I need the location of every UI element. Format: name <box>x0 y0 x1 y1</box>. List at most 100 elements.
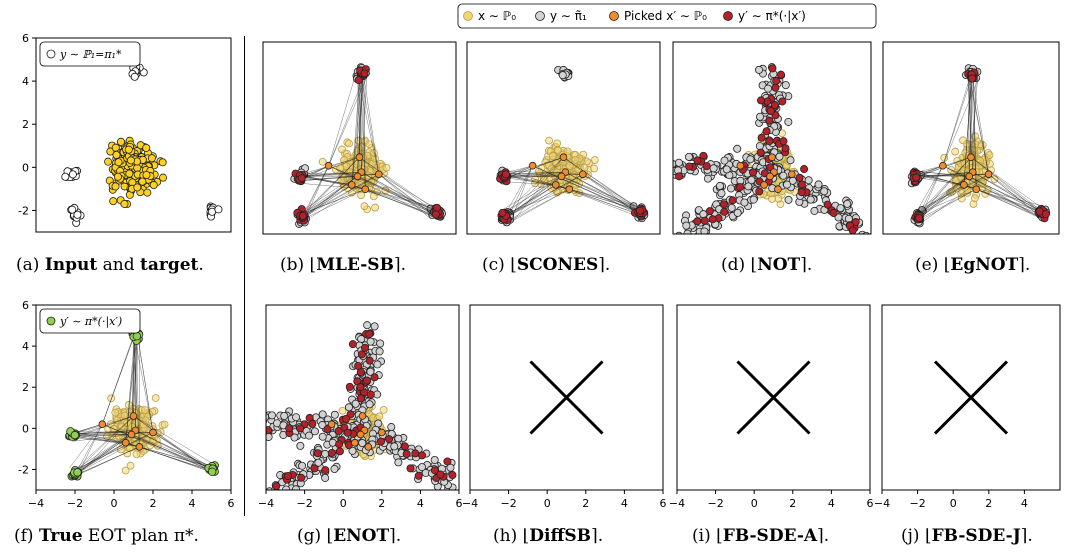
generated-point <box>274 492 281 499</box>
conditional-point <box>272 482 281 490</box>
generated-point <box>673 166 674 170</box>
x-tick-label: 4 <box>621 497 628 510</box>
source-sample <box>534 167 543 176</box>
conditional-point <box>321 466 330 475</box>
plot-frame <box>265 304 460 491</box>
plan-line <box>357 176 437 214</box>
conditional-point <box>912 173 921 182</box>
conditional-point <box>665 168 672 175</box>
conditional-point <box>757 96 766 105</box>
x-tick-label: 2 <box>985 497 992 510</box>
plan-line <box>301 188 366 221</box>
generated-point <box>740 198 749 207</box>
generated-point <box>321 473 330 482</box>
conditional-point <box>720 207 729 216</box>
generated-point <box>709 164 718 173</box>
conditional-point <box>297 174 306 183</box>
conditional-point <box>313 449 322 458</box>
plan-line <box>942 165 1042 219</box>
plan-line <box>918 176 970 215</box>
picked-point <box>361 185 370 194</box>
plan-line <box>970 156 1043 208</box>
source-sample <box>126 461 135 470</box>
generated-point <box>682 221 691 230</box>
x-tick-label: −2 <box>500 497 516 510</box>
generated-point <box>717 189 726 198</box>
generated-point <box>417 463 426 472</box>
x-tick-label: −2 <box>909 497 925 510</box>
generated-point <box>733 208 742 217</box>
x-tick-label: 6 <box>228 497 235 510</box>
x-tick-label: −2 <box>296 497 312 510</box>
picked-point <box>760 181 768 189</box>
y-tick-label: 6 <box>22 299 29 312</box>
x-tick-label: 0 <box>340 497 347 510</box>
plot-frame <box>35 304 232 491</box>
target-point <box>68 170 77 179</box>
generated-point <box>806 195 815 204</box>
plan-line <box>75 432 154 475</box>
plan-line <box>502 176 556 186</box>
conditional-point <box>343 428 352 437</box>
x-tick-label: 0 <box>751 497 758 510</box>
legend-marker <box>46 49 56 59</box>
conditional-point <box>370 373 379 382</box>
conditional-point <box>687 241 694 248</box>
plan-line <box>139 446 214 469</box>
conditional-point <box>348 340 357 349</box>
plan-line <box>300 184 352 219</box>
plan-line <box>351 74 360 185</box>
generated-point <box>746 155 755 164</box>
plan-line <box>563 156 640 211</box>
generated-point <box>296 441 305 450</box>
conditional-point <box>797 188 806 197</box>
input-point <box>125 169 134 178</box>
input-point <box>159 173 168 182</box>
x-tick-label: −2 <box>707 497 723 510</box>
conditional-point <box>285 424 294 433</box>
generated-point <box>727 203 736 212</box>
source-sample <box>565 161 574 170</box>
picked-point <box>374 170 383 179</box>
generated-point <box>373 360 382 369</box>
plan-line <box>972 171 1040 211</box>
plan-line <box>133 415 215 465</box>
generated-point <box>344 403 353 412</box>
legend-label: x ∼ ℙ₀ <box>478 9 516 23</box>
generated-point <box>786 156 795 165</box>
plan-line <box>916 188 977 221</box>
generated-point <box>266 418 267 425</box>
generated-point <box>655 168 662 175</box>
panel-b <box>290 63 447 228</box>
picked-point <box>960 181 968 189</box>
source-sample <box>141 406 149 415</box>
picked-point <box>766 172 774 181</box>
input-point <box>142 170 151 179</box>
x-tick-label: 6 <box>867 497 874 510</box>
plan-line <box>506 174 583 222</box>
legend-label: y ∼ π̃₁ <box>550 9 587 23</box>
picked-point <box>967 153 975 162</box>
generated-point <box>684 152 693 161</box>
source-sample <box>160 420 169 429</box>
picked-point <box>559 153 568 162</box>
y-tick-label: 2 <box>22 118 29 131</box>
conditional-point <box>915 214 924 223</box>
picked-point <box>358 412 367 420</box>
input-point <box>111 182 120 191</box>
panel-c <box>496 65 649 227</box>
generated-point <box>248 418 255 425</box>
plan-line <box>152 432 210 470</box>
conditional-point <box>436 470 445 479</box>
generated-point <box>318 432 327 441</box>
picked-point <box>127 430 136 439</box>
plan-line <box>300 176 358 182</box>
plan-line <box>569 188 636 214</box>
generated-point <box>861 244 868 251</box>
x-tick-label: 4 <box>417 497 424 510</box>
source-sample <box>318 157 327 166</box>
generated-point <box>305 431 314 440</box>
generated-point <box>662 165 669 172</box>
plan-line <box>300 176 358 219</box>
